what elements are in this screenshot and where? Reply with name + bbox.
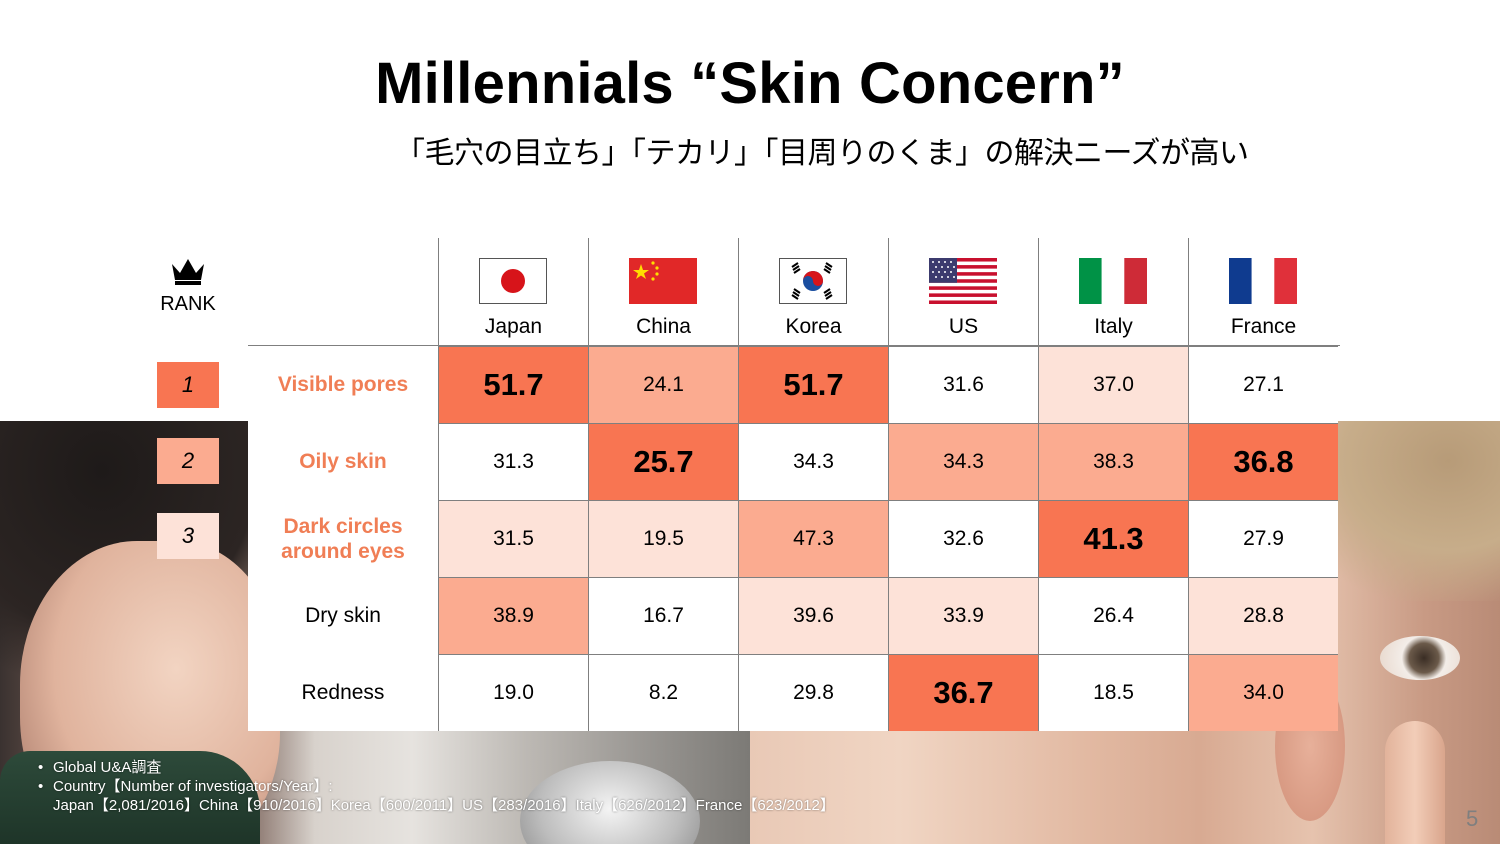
- korea-flag-icon: [779, 258, 847, 304]
- country-header-italy: Italy: [1038, 238, 1188, 346]
- value-cell: 34.3: [738, 423, 888, 500]
- value-cell: 51.7: [438, 346, 588, 423]
- slide-subtitle: 「毛穴の目立ち」「テカリ」「目周りのくま」の解決ニーズが高い: [395, 136, 1249, 171]
- photo-eye: [1380, 636, 1460, 680]
- value-cell: 37.0: [1038, 346, 1188, 423]
- table-row: Redness 19.0 8.2 29.8 36.7 18.5 34.0: [248, 654, 1340, 731]
- value-cell: 18.5: [1038, 654, 1188, 731]
- source-notes: • Global U&A調査 • Country【Number of investi…: [38, 758, 835, 815]
- value-cell: 19.5: [588, 500, 738, 577]
- table-row: Dry skin 38.9 16.7 39.6 33.9 26.4 28.8: [248, 577, 1340, 654]
- slide-title: Millennials “Skin Concern”: [375, 51, 1125, 116]
- country-name: Italy: [1094, 315, 1133, 338]
- page-number: 5: [1466, 806, 1479, 831]
- country-name: Korea: [785, 315, 842, 338]
- country-header-korea: Korea: [738, 238, 888, 346]
- note-line: • Country【Number of investigators/Year】:: [38, 778, 333, 795]
- value-cell: 16.7: [588, 577, 738, 654]
- table-row: Dark circles around eyes 31.5 19.5 47.3 …: [248, 500, 1340, 577]
- value-cell: 24.1: [588, 346, 738, 423]
- crown-icon: [172, 259, 204, 285]
- note-text: Global U&A調査: [53, 759, 162, 776]
- value-cell: 51.7: [738, 346, 888, 423]
- value-cell: 27.1: [1188, 346, 1338, 423]
- china-flag-icon: [629, 258, 697, 304]
- note-text: Japan【2,081/2016】China【910/2016】Korea【60…: [53, 797, 835, 814]
- rank-badge-1: 1: [157, 362, 219, 408]
- row-label: Oily skin: [248, 423, 438, 500]
- value-cell: 31.6: [888, 346, 1038, 423]
- row-label: Redness: [248, 654, 438, 731]
- row-label: Dry skin: [248, 577, 438, 654]
- rank-badge-3: 3: [157, 513, 219, 559]
- country-header-china: China: [588, 238, 738, 346]
- value-cell: 19.0: [438, 654, 588, 731]
- value-cell: 28.8: [1188, 577, 1338, 654]
- value-cell: 39.6: [738, 577, 888, 654]
- value-cell: 27.9: [1188, 500, 1338, 577]
- table-row: Oily skin 31.3 25.7 34.3 34.3 38.3 36.8: [248, 423, 1340, 500]
- country-name: France: [1230, 315, 1297, 338]
- skin-concern-table: Japan China Korea: [248, 238, 1340, 731]
- header-divider: [248, 345, 1340, 346]
- rank-number: 1: [181, 372, 195, 397]
- value-cell: 29.8: [738, 654, 888, 731]
- note-text: Country【Number of investigators/Year】:: [53, 778, 333, 795]
- italy-flag-icon: [1079, 258, 1147, 304]
- value-cell: 36.8: [1188, 423, 1338, 500]
- row-label: Visible pores: [248, 346, 438, 423]
- value-cell: 38.9: [438, 577, 588, 654]
- value-cell: 32.6: [888, 500, 1038, 577]
- country-name: Japan: [484, 315, 543, 338]
- photo-finger: [1385, 721, 1445, 844]
- value-cell: 26.4: [1038, 577, 1188, 654]
- rank-number: 3: [181, 523, 195, 548]
- value-cell: 33.9: [888, 577, 1038, 654]
- france-flag-icon: [1229, 258, 1297, 304]
- value-cell: 8.2: [588, 654, 738, 731]
- value-cell: 34.3: [888, 423, 1038, 500]
- country-name: China: [636, 315, 691, 338]
- country-header-us: US: [888, 238, 1038, 346]
- value-cell: 41.3: [1038, 500, 1188, 577]
- rank-number: 2: [181, 448, 195, 473]
- value-cell: 38.3: [1038, 423, 1188, 500]
- value-cell: 31.3: [438, 423, 588, 500]
- value-cell: 36.7: [888, 654, 1038, 731]
- value-cell: 47.3: [738, 500, 888, 577]
- value-cell: 25.7: [588, 423, 738, 500]
- country-header-france: France: [1188, 238, 1338, 346]
- country-name: US: [948, 315, 979, 338]
- us-flag-icon: [929, 258, 997, 304]
- value-cell: 34.0: [1188, 654, 1338, 731]
- country-header-japan: Japan: [438, 238, 588, 346]
- table-row: Visible pores 51.7 24.1 51.7 31.6 37.0 2…: [248, 346, 1340, 423]
- rank-label: RANK: [160, 293, 216, 315]
- japan-flag-icon: [479, 258, 547, 304]
- note-line: • Global U&A調査: [38, 759, 162, 776]
- row-label: Dark circles around eyes: [248, 500, 438, 577]
- note-line: Japan【2,081/2016】China【910/2016】Korea【60…: [38, 796, 835, 815]
- value-cell: 31.5: [438, 500, 588, 577]
- rank-badge-2: 2: [157, 438, 219, 484]
- photo-sleeve: [0, 751, 260, 844]
